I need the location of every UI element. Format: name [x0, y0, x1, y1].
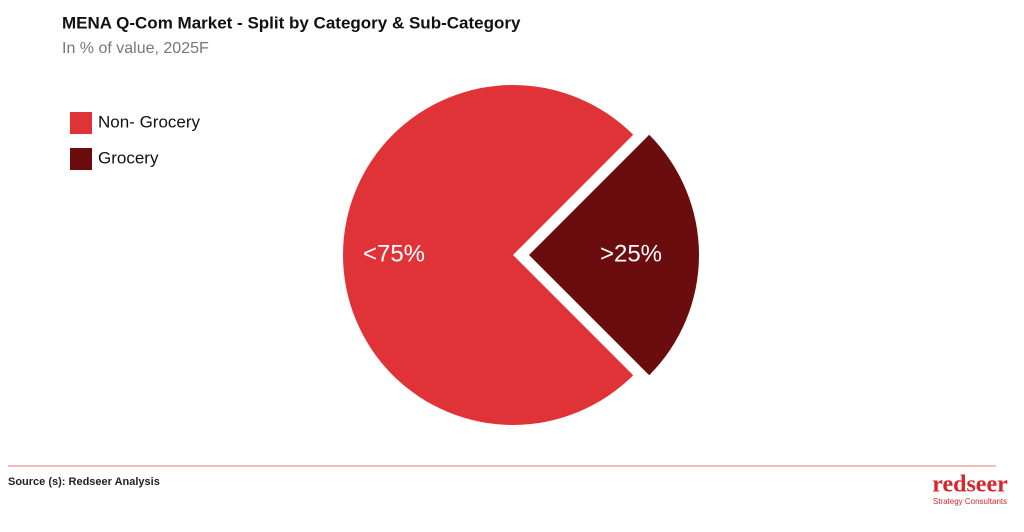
logo: redseer [932, 472, 1008, 498]
legend-label: Non- Grocery [98, 112, 201, 131]
pie-slice [343, 84, 634, 425]
legend-swatch [70, 148, 92, 170]
pie-slice [529, 134, 699, 376]
data-label: <75% [363, 240, 425, 267]
chart-title: MENA Q-Com Market - Split by Category & … [62, 13, 521, 32]
chart-subtitle: In % of value, 2025F [62, 40, 209, 57]
source-note: Source (s): Redseer Analysis [8, 476, 160, 488]
legend-swatch [70, 112, 92, 134]
data-label: >25% [600, 240, 662, 267]
logo-tagline: Strategy Consultants [933, 497, 1007, 506]
legend-label: Grocery [98, 148, 159, 167]
